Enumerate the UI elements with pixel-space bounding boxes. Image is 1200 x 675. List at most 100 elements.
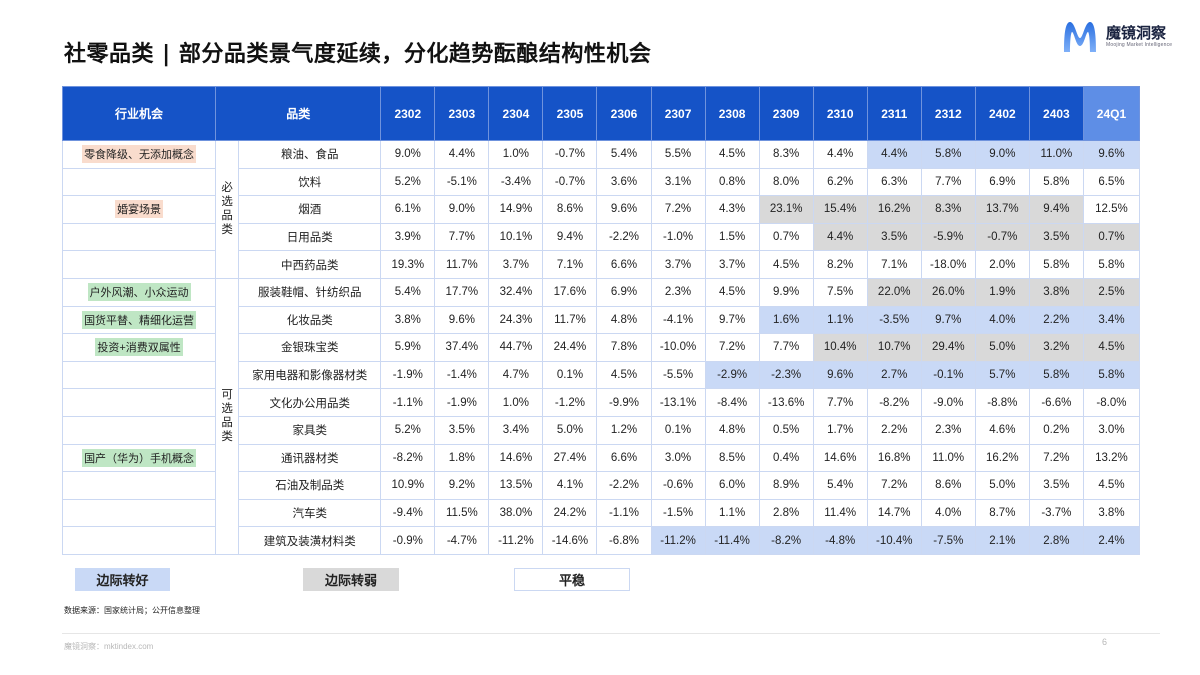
value-cell: -0.7%	[974, 222, 1030, 252]
category-cell: 建筑及装潢材料类	[238, 526, 382, 555]
value-cell: 11.0%	[920, 443, 976, 473]
value-cell: 10.9%	[380, 471, 436, 500]
value-cell: 4.4%	[866, 140, 922, 169]
value-cell: 24.4%	[542, 333, 598, 362]
value-cell: 7.8%	[596, 333, 652, 362]
value-cell: 12.5%	[1082, 195, 1141, 224]
value-cell: 4.5%	[1082, 471, 1141, 500]
value-cell: -8.2%	[866, 388, 922, 417]
value-cell: 0.1%	[650, 415, 706, 445]
value-cell: 8.3%	[920, 195, 976, 224]
value-cell: 1.1%	[812, 305, 868, 335]
value-cell: 22.0%	[866, 277, 922, 307]
value-cell: -8.2%	[758, 526, 814, 555]
value-cell: -1.2%	[542, 388, 598, 417]
opportunity-cell	[61, 498, 217, 528]
value-cell: 7.7%	[758, 333, 814, 362]
category-cell: 通讯器材类	[238, 443, 382, 473]
opportunity-cell	[61, 415, 217, 445]
header-period: 2403	[1028, 86, 1084, 141]
table-row: 婚宴场景 烟酒 6.1% 9.0% 14.9% 8.6% 9.6% 7.2% 4.3% 23.1%…	[61, 195, 1141, 224]
value-cell: -14.6%	[542, 526, 598, 555]
value-cell: 37.4%	[434, 333, 490, 362]
value-cell: 3.8%	[380, 305, 436, 335]
value-cell: -1.1%	[380, 388, 436, 417]
value-cell: 9.6%	[434, 305, 490, 335]
value-cell: 7.1%	[866, 250, 922, 279]
value-cell: 4.8%	[596, 305, 652, 335]
header-period: 2306	[596, 86, 652, 141]
group-label-char: 选	[221, 403, 233, 416]
value-cell: -5.1%	[434, 167, 490, 197]
value-cell: -13.1%	[650, 388, 706, 417]
value-cell: -0.9%	[380, 526, 436, 555]
table-row: 家用电器和影像器材类 -1.9% -1.4% 4.7% 0.1% 4.5% -5.5% -2.…	[61, 360, 1141, 390]
value-cell: -9.9%	[596, 388, 652, 417]
value-cell: 6.6%	[596, 443, 652, 473]
value-cell: 4.5%	[758, 250, 814, 279]
value-cell: 9.0%	[380, 140, 436, 169]
table-row: 中西药品类 19.3% 11.7% 3.7% 7.1% 6.6% 3.7% 3.7% 4.5% 8…	[61, 250, 1141, 279]
value-cell: 5.8%	[1028, 250, 1084, 279]
value-cell: 26.0%	[920, 277, 976, 307]
value-cell: 16.2%	[974, 443, 1030, 473]
value-cell: 3.8%	[1082, 498, 1141, 528]
value-cell: 5.8%	[1082, 360, 1141, 390]
value-cell: 38.0%	[488, 498, 544, 528]
header-period-24q1: 24Q1	[1082, 86, 1141, 141]
value-cell: 0.1%	[542, 360, 598, 390]
value-cell: 32.4%	[488, 277, 544, 307]
value-cell: 4.4%	[434, 140, 490, 169]
category-growth-table: 行业机会 品类 2302 2303 2304 2305 2306 2307 23…	[61, 86, 1141, 555]
opportunity-cell: 婚宴场景	[61, 195, 217, 224]
value-cell: -8.8%	[974, 388, 1030, 417]
value-cell: 9.0%	[974, 140, 1030, 169]
value-cell: 9.0%	[434, 195, 490, 224]
value-cell: 3.6%	[596, 167, 652, 197]
opportunity-label: 零食降级、无添加概念	[82, 145, 197, 164]
value-cell: 10.1%	[488, 222, 544, 252]
value-cell: 27.4%	[542, 443, 598, 473]
value-cell: -0.1%	[920, 360, 976, 390]
value-cell: 3.7%	[650, 250, 706, 279]
value-cell: -0.6%	[650, 471, 706, 500]
legend-weaken: 边际转弱	[303, 568, 399, 591]
value-cell: 5.0%	[974, 333, 1030, 362]
opportunity-cell: 投资+消费双属性	[61, 333, 217, 362]
opportunity-cell: 零食降级、无添加概念	[61, 140, 217, 169]
value-cell: 1.2%	[596, 415, 652, 445]
opportunity-label: 国货平替、精细化运营	[82, 310, 197, 329]
value-cell: 6.1%	[380, 195, 436, 224]
brand-logo: 魔镜洞察 Moojing Market Intelligence	[1060, 18, 1172, 54]
group-label-char: 品	[221, 417, 233, 430]
value-cell: 6.6%	[596, 250, 652, 279]
value-cell: 2.0%	[974, 250, 1030, 279]
category-cell: 石油及制品类	[238, 471, 382, 500]
value-cell: -4.7%	[434, 526, 490, 555]
table-row: 汽车类 -9.4% 11.5% 38.0% 24.2% -1.1% -1.5% 1.1% 2.8…	[61, 498, 1141, 528]
footer-website: 魔镜洞察：mktindex.com	[64, 642, 154, 651]
value-cell: 8.0%	[758, 167, 814, 197]
group-label-char: 选	[221, 196, 233, 209]
category-cell: 文化办公用品类	[238, 388, 382, 417]
group-label-char: 可	[221, 389, 233, 402]
value-cell: 5.8%	[1082, 250, 1141, 279]
value-cell: 19.3%	[380, 250, 436, 279]
group-label: 必选品类	[215, 140, 240, 279]
value-cell: 11.7%	[542, 305, 598, 335]
category-cell: 家具类	[238, 415, 382, 445]
value-cell: 5.2%	[380, 415, 436, 445]
legend-improve: 边际转好	[75, 568, 170, 591]
table-row: 国产（华为）手机概念 通讯器材类 -8.2% 1.8% 14.6% 27.4% 6.6% 3.…	[61, 443, 1141, 473]
value-cell: -4.1%	[650, 305, 706, 335]
group-label-char: 必	[221, 182, 233, 195]
value-cell: 7.2%	[704, 333, 760, 362]
value-cell: 7.1%	[542, 250, 598, 279]
table-row: 建筑及装潢材料类 -0.9% -4.7% -11.2% -14.6% -6.8% -11.2…	[61, 526, 1141, 555]
value-cell: -5.5%	[650, 360, 706, 390]
value-cell: 5.4%	[596, 140, 652, 169]
value-cell: 9.9%	[758, 277, 814, 307]
value-cell: 8.2%	[812, 250, 868, 279]
category-cell: 家用电器和影像器材类	[238, 360, 382, 390]
opportunity-cell	[61, 250, 217, 279]
